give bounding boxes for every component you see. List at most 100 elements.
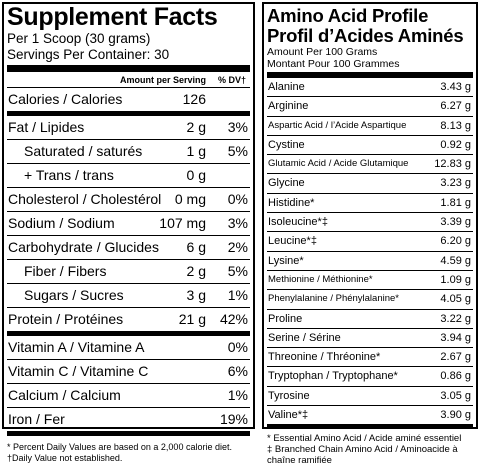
amino-value: 4.05 g bbox=[440, 293, 471, 306]
amino-row: Proline 3.22 g bbox=[267, 310, 473, 329]
footnote-not-established: †Daily Value not established. bbox=[7, 453, 123, 463]
supplement-facts-panel: Supplement Facts Per 1 Scoop (30 grams) … bbox=[2, 2, 255, 463]
nutrient-label: Calories / Calories bbox=[8, 91, 123, 107]
nutrient-row: Saturated / saturés 1 g 5% bbox=[7, 140, 250, 164]
amino-row: Histidine* 1.81 g bbox=[267, 194, 473, 214]
nutrient-row: Sodium / Sodium 107 mg 3% bbox=[7, 212, 250, 236]
amino-title-fr: Profil d’Acides Aminés bbox=[267, 25, 464, 46]
amino-value: 3.94 g bbox=[440, 331, 471, 344]
amino-value: 6.20 g bbox=[440, 235, 471, 248]
nutrient-row: Sugars / Sucres 3 g 1% bbox=[7, 284, 250, 308]
nutrient-row: Cholesterol / Cholestérol 0 mg 0% bbox=[7, 188, 250, 212]
nutrient-amount: 107 mg bbox=[159, 215, 206, 231]
amino-row: Aspartic Acid / l’Acide Aspartique 8.13 g bbox=[267, 117, 473, 136]
amino-value: 6.27 g bbox=[440, 100, 471, 113]
amino-row: Methionine / Méthionine* 1.09 g bbox=[267, 271, 473, 291]
nutrient-row: Vitamin A / Vitamine A 0% bbox=[7, 336, 250, 360]
nutrient-label: Fat / Lipides bbox=[8, 119, 85, 135]
nutrient-amount: 0 g bbox=[186, 167, 206, 183]
nutrient-amount: 2 g bbox=[186, 119, 206, 135]
nutrient-label: Sodium / Sodium bbox=[8, 215, 115, 231]
nutrient-amount: 21 g bbox=[178, 311, 206, 327]
amino-value: 8.13 g bbox=[440, 119, 471, 132]
amino-name: Threonine / Thréonine* bbox=[268, 351, 381, 364]
amino-value: 2.67 g bbox=[440, 351, 471, 364]
nutrient-label: Carbohydrate / Glucides bbox=[8, 239, 159, 255]
amino-row: Isoleucine*‡ 3.39 g bbox=[267, 213, 473, 233]
amino-value: 3.05 g bbox=[440, 389, 471, 402]
nutrient-dv: 5% bbox=[227, 263, 248, 279]
amino-name: Tryptophan / Tryptophane* bbox=[268, 370, 398, 383]
nutrient-label: Calcium / Calcium bbox=[8, 387, 121, 403]
amino-row: Valine*‡ 3.90 g bbox=[267, 406, 473, 428]
amino-value: 12.83 g bbox=[434, 158, 471, 171]
thick-divider bbox=[7, 65, 250, 72]
nutrient-dv: 1% bbox=[227, 387, 248, 403]
nutrient-dv: 3% bbox=[227, 215, 248, 231]
amino-value: 4.59 g bbox=[440, 254, 471, 267]
nutrient-label: Saturated / saturés bbox=[24, 143, 143, 159]
amino-value: 3.22 g bbox=[440, 312, 471, 325]
amino-row: Glycine 3.23 g bbox=[267, 174, 473, 194]
nutrient-label: Vitamin C / Vitamine C bbox=[8, 363, 149, 379]
amino-row: Leucine*‡ 6.20 g bbox=[267, 232, 473, 252]
amino-value: 3.43 g bbox=[440, 81, 471, 93]
amino-name: Histidine* bbox=[268, 196, 315, 209]
amino-name: Phenylalanine / Phénylalanine* bbox=[268, 293, 399, 305]
nutrient-amount: 6 g bbox=[186, 239, 206, 255]
serving-size: Per 1 Scoop (30 grams) bbox=[7, 31, 151, 46]
amino-title-en: Amino Acid Profile bbox=[267, 5, 429, 26]
nutrient-dv: 1% bbox=[227, 287, 248, 303]
thick-divider bbox=[267, 72, 473, 78]
amino-row: Glutamic Acid / Acide Glutamique 12.83 g bbox=[267, 155, 473, 175]
amino-name: Methionine / Méthionine* bbox=[268, 273, 373, 285]
nutrient-row: Calories / Calories 126 bbox=[7, 88, 250, 116]
nutrient-row: + Trans / trans 0 g bbox=[7, 164, 250, 188]
amino-value: 1.81 g bbox=[440, 196, 471, 209]
amino-row: Tryptophan / Tryptophane* 0.86 g bbox=[267, 367, 473, 387]
nutrient-row: Calcium / Calcium 1% bbox=[7, 384, 250, 408]
servings-per-container: Servings Per Container: 30 bbox=[7, 47, 170, 62]
nutrient-label: + Trans / trans bbox=[24, 167, 114, 183]
header-amount: Amount per Serving bbox=[119, 75, 206, 85]
nutrient-dv: 0% bbox=[227, 191, 248, 207]
nutrient-amount: 3 g bbox=[186, 287, 206, 303]
amino-name: Alanine bbox=[268, 81, 305, 93]
amino-name: Glycine bbox=[268, 177, 305, 190]
nutrient-dv: 19% bbox=[219, 411, 248, 427]
amino-value: 3.90 g bbox=[440, 409, 471, 422]
supplement-footnotes: * Percent Daily Values are based on a 2,… bbox=[7, 442, 250, 464]
amino-row: Alanine 3.43 g bbox=[267, 78, 473, 98]
nutrient-amount: 126 bbox=[182, 91, 206, 107]
amino-value: 3.23 g bbox=[440, 177, 471, 190]
amino-name: Glutamic Acid / Acide Glutamique bbox=[268, 158, 409, 170]
amino-row: Threonine / Thréonine* 2.67 g bbox=[267, 348, 473, 368]
nutrient-row: Carbohydrate / Glucides 6 g 2% bbox=[7, 236, 250, 260]
amino-row: Lysine* 4.59 g bbox=[267, 252, 473, 271]
amino-name: Cystine bbox=[268, 138, 305, 151]
nutrient-row: Protein / Protéines 21 g 42% bbox=[7, 308, 250, 336]
nutrient-dv: 5% bbox=[227, 143, 248, 159]
nutrient-rows: Calories / Calories 126 Fat / Lipides 2 g 3… bbox=[7, 88, 250, 436]
amino-row: Arginine 6.27 g bbox=[267, 97, 473, 117]
nutrient-dv: 2% bbox=[227, 239, 248, 255]
amino-footnotes: * Essential Amino Acid / Acide aminé ess… bbox=[267, 433, 473, 466]
amino-value: 0.86 g bbox=[440, 370, 471, 383]
amino-acid-panel: Amino Acid Profile Profil d’Acides Aminé… bbox=[262, 2, 478, 466]
nutrient-dv: 6% bbox=[227, 363, 248, 379]
amino-value: 0.92 g bbox=[440, 138, 471, 151]
nutrient-label: Vitamin A / Vitamine A bbox=[8, 339, 145, 355]
nutrient-amount: 0 mg bbox=[174, 191, 206, 207]
nutrient-label: Sugars / Sucres bbox=[24, 287, 124, 303]
amino-rows: Alanine 3.43 g Arginine 6.27 g Aspartic Ac… bbox=[267, 78, 473, 428]
nutrient-label: Iron / Fer bbox=[8, 411, 65, 427]
nutrient-dv: 42% bbox=[219, 311, 248, 327]
supplement-facts-title: Supplement Facts bbox=[7, 3, 218, 31]
nutrient-label: Fiber / Fibers bbox=[24, 263, 107, 279]
nutrient-row: Vitamin C / Vitamine C 6% bbox=[7, 360, 250, 384]
nutrient-label: Cholesterol / Cholestérol bbox=[8, 191, 162, 207]
footnote-branched-chain: ‡ Branched Chain Amino Acid / Aminoacide… bbox=[267, 444, 458, 466]
amino-row: Phenylalanine / Phénylalanine* 4.05 g bbox=[267, 290, 473, 310]
amino-name: Tyrosine bbox=[268, 389, 310, 402]
amino-row: Cystine 0.92 g bbox=[267, 136, 473, 156]
